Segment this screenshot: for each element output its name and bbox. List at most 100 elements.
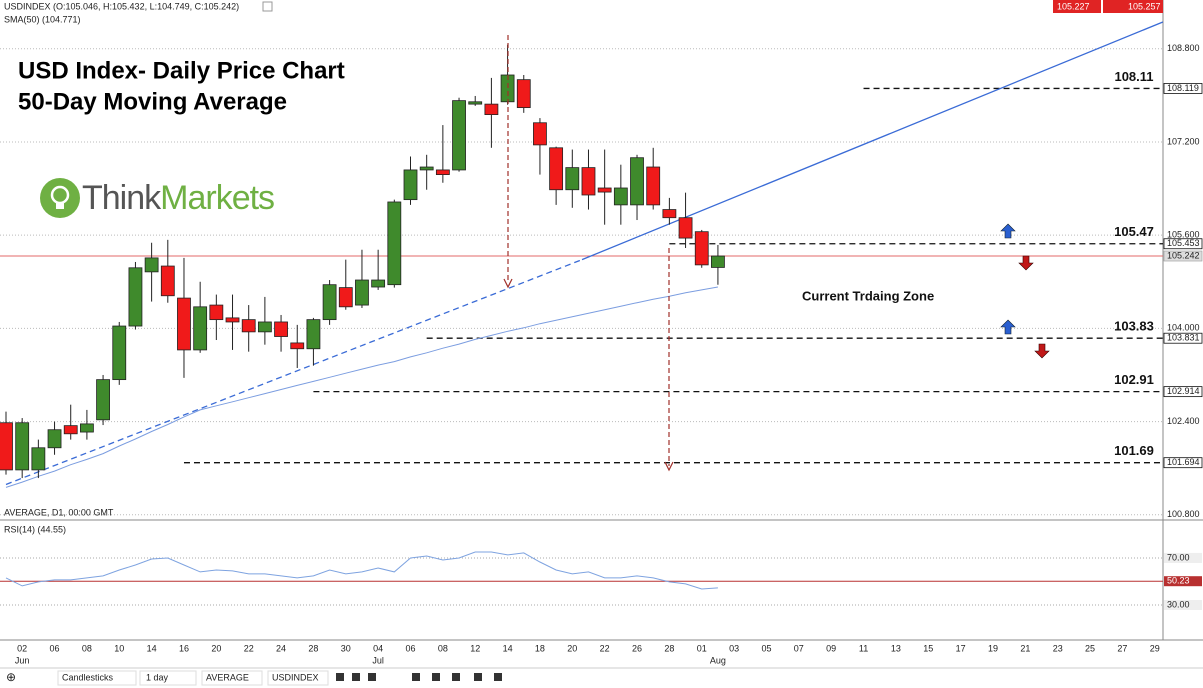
level-tag bbox=[1163, 386, 1203, 398]
candle-up bbox=[80, 423, 94, 433]
logo-think: ThinkMarkets bbox=[82, 179, 274, 217]
x-tick-label: 08 bbox=[82, 643, 92, 653]
x-month-label: Aug bbox=[710, 655, 726, 665]
level-tag-label: 105.453 bbox=[1167, 238, 1200, 248]
x-tick-label: 08 bbox=[438, 643, 448, 653]
down-arrow bbox=[1018, 255, 1034, 271]
sma-header: SMA(50) (104.771) bbox=[4, 14, 81, 24]
x-tick-label: 22 bbox=[244, 643, 254, 653]
candle-up bbox=[403, 169, 418, 201]
candle-up bbox=[322, 284, 337, 321]
x-tick-label: 03 bbox=[729, 643, 739, 653]
x-tick-label: 01 bbox=[697, 643, 707, 653]
candle-down bbox=[338, 287, 353, 308]
x-tick-label: 14 bbox=[147, 643, 157, 653]
candle-down bbox=[241, 319, 256, 333]
tool-icon[interactable] bbox=[336, 673, 344, 681]
up-arrow bbox=[1000, 223, 1016, 239]
x-tick-label: 06 bbox=[50, 643, 60, 653]
ask-box[interactable] bbox=[1103, 0, 1163, 13]
bid-box[interactable] bbox=[1053, 0, 1101, 13]
symbol-select[interactable] bbox=[267, 670, 329, 686]
level-tag-label: 108.119 bbox=[1167, 83, 1199, 93]
down-arrow bbox=[1034, 343, 1050, 359]
level-label: 102.91 bbox=[1114, 372, 1154, 387]
price-type-select[interactable] bbox=[201, 670, 263, 686]
crosshair-icon[interactable]: ⊕ bbox=[6, 670, 16, 684]
x-tick-label: 20 bbox=[567, 643, 577, 653]
rsi-tick-label: 30.00 bbox=[1167, 599, 1190, 609]
candle-up bbox=[419, 166, 434, 171]
candle-down bbox=[63, 425, 78, 435]
tool-icon[interactable] bbox=[352, 673, 360, 681]
candle-up bbox=[193, 306, 208, 351]
tool-icon[interactable] bbox=[368, 673, 376, 681]
x-tick-label: 12 bbox=[470, 643, 480, 653]
level-label: 105.47 bbox=[1114, 224, 1154, 239]
trendline-dashed bbox=[5, 259, 583, 486]
chart-type: Candlesticks bbox=[62, 672, 114, 682]
x-tick-label: 29 bbox=[1150, 643, 1160, 653]
candle-down bbox=[225, 317, 240, 323]
toolbar-icons bbox=[336, 673, 502, 681]
level-tag-label: 101.694 bbox=[1167, 457, 1200, 467]
x-tick-label: 02 bbox=[17, 643, 27, 653]
x-tick-label: 26 bbox=[632, 643, 642, 653]
x-tick-label: 18 bbox=[535, 643, 545, 653]
level-tag bbox=[1163, 238, 1203, 250]
level-label: 108.11 bbox=[1114, 69, 1153, 84]
y-tick-label: 104.000 bbox=[1167, 323, 1200, 333]
x-tick-label: 05 bbox=[761, 643, 771, 653]
candle-down bbox=[646, 166, 661, 206]
logo: ThinkMarkets bbox=[40, 178, 275, 218]
plot-layer: 108.800 107.200 105.600 104.000 102.400 100.8… bbox=[0, 21, 1203, 665]
candle-up bbox=[630, 157, 644, 206]
tool-icon[interactable] bbox=[494, 673, 502, 681]
x-tick-label: 07 bbox=[794, 643, 804, 653]
candle-up bbox=[452, 100, 466, 171]
x-tick-label: 19 bbox=[988, 643, 998, 653]
candle-up bbox=[112, 325, 127, 381]
candle-up bbox=[711, 255, 725, 268]
candle-up bbox=[565, 167, 580, 191]
y-tick-label: 105.600 bbox=[1167, 230, 1200, 240]
x-tick-label: 23 bbox=[1053, 643, 1063, 653]
tool-icon[interactable] bbox=[452, 673, 460, 681]
chart-title: USD Index- Daily Price Chart bbox=[18, 57, 345, 84]
y-tick-label: 107.200 bbox=[1167, 136, 1200, 146]
candle-down bbox=[662, 209, 677, 219]
candle-up bbox=[144, 257, 159, 273]
bid-price: 105.227 bbox=[1057, 1, 1090, 11]
x-tick-label: 30 bbox=[341, 643, 351, 653]
logo-think-text: Think bbox=[82, 179, 162, 217]
candle-down bbox=[581, 167, 596, 196]
x-tick-label: 13 bbox=[891, 643, 901, 653]
timeframe-select[interactable] bbox=[139, 670, 197, 686]
rsi-tick-box bbox=[1164, 552, 1202, 563]
level-label: 103.83 bbox=[1114, 319, 1154, 334]
chart-type-select[interactable] bbox=[57, 670, 137, 686]
header-icon[interactable] bbox=[262, 1, 273, 12]
tool-icon[interactable] bbox=[474, 673, 482, 681]
candle-up bbox=[468, 101, 483, 105]
candle-up bbox=[257, 321, 272, 333]
x-tick-label: 28 bbox=[308, 643, 318, 653]
candle-up bbox=[31, 447, 46, 471]
y-tick-label: 102.400 bbox=[1167, 416, 1200, 426]
tool-icon[interactable] bbox=[412, 673, 420, 681]
projection-arrows bbox=[507, 35, 670, 466]
level-tag bbox=[1163, 83, 1203, 94]
candle-down bbox=[160, 265, 175, 297]
tool-icon[interactable] bbox=[432, 673, 440, 681]
candle-up bbox=[47, 429, 62, 449]
level-tag-label: 102.914 bbox=[1167, 386, 1200, 396]
candle-up bbox=[306, 319, 321, 350]
candle-down bbox=[435, 169, 450, 175]
candle-up bbox=[355, 279, 369, 306]
candle-up bbox=[371, 279, 386, 288]
x-tick-label: 22 bbox=[600, 643, 610, 653]
candle-down bbox=[694, 231, 709, 266]
up-arrow bbox=[1000, 319, 1016, 335]
y-tick-label: 100.800 bbox=[1167, 509, 1200, 519]
logo-bulb-base bbox=[56, 203, 64, 209]
